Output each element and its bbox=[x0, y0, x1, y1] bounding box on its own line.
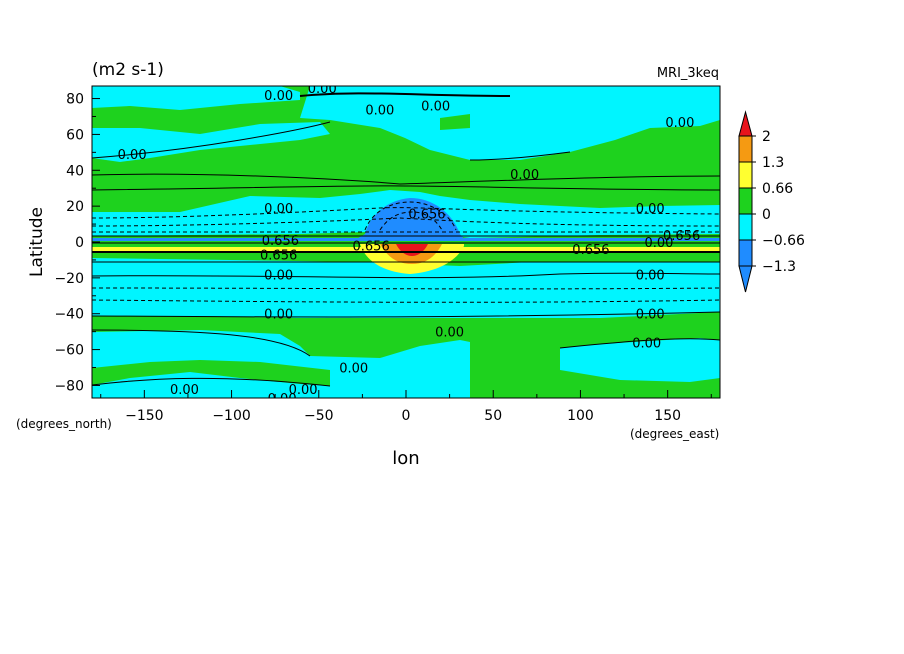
contour-label: 0.00 bbox=[365, 103, 394, 118]
y-tick-label: 40 bbox=[66, 163, 84, 179]
x-tick-label: −50 bbox=[304, 408, 334, 424]
contour-label: 0.00 bbox=[118, 148, 147, 163]
x-tick-label: 100 bbox=[567, 408, 594, 424]
units-label: (m2 s-1) bbox=[92, 60, 164, 80]
contour-label: 0.00 bbox=[264, 268, 293, 283]
colorbar-swatch bbox=[738, 213, 753, 241]
colorbar-level-label: 1.3 bbox=[762, 155, 784, 171]
contour-label: 0.00 bbox=[636, 202, 665, 217]
contour-label: 0.00 bbox=[644, 236, 673, 251]
contour-label: 0.656 bbox=[663, 229, 700, 244]
model-label: MRI_3keq bbox=[657, 66, 719, 81]
x-axis: −150 −100 −50 0 50 100 150 bbox=[100, 390, 712, 424]
colorbar-swatch bbox=[738, 239, 753, 267]
contour-field: 0.000.000.00 0.000.000.000.000.00 0.000.65… bbox=[92, 82, 720, 407]
y-tick-label: −40 bbox=[54, 307, 84, 323]
colorbar-level-label: 0.66 bbox=[762, 181, 793, 197]
colorbar-level-label: −0.66 bbox=[762, 233, 805, 249]
y-tick-label: 60 bbox=[66, 127, 84, 143]
dashed-contours bbox=[92, 201, 720, 303]
colorbar-bottom-arrow bbox=[738, 265, 753, 293]
y-axis-title: Latitude bbox=[27, 207, 47, 277]
contour-label: 0.00 bbox=[289, 383, 318, 398]
contour-label: 0.00 bbox=[435, 326, 464, 341]
x-tick-label: 50 bbox=[484, 408, 502, 424]
contour-label: 0.00 bbox=[665, 116, 694, 131]
y-tick-label: −20 bbox=[54, 271, 84, 287]
solid-contours bbox=[92, 92, 720, 387]
contour-label: 0.00 bbox=[510, 168, 539, 183]
contour-label: 0.00 bbox=[632, 336, 661, 351]
contour-label: 0.00 bbox=[421, 100, 450, 115]
contour-label: 0.00 bbox=[636, 308, 665, 323]
colorbar-swatch bbox=[738, 187, 753, 215]
colorbar-level-label: 0 bbox=[762, 207, 771, 223]
colorbar: 2 1.3 0.66 0 −0.66 −1.3 bbox=[738, 110, 805, 293]
y-tick-label: 20 bbox=[66, 199, 84, 215]
colorbar-level-label: 2 bbox=[762, 129, 771, 145]
y-tick-label: 0 bbox=[75, 235, 84, 251]
contour-labels: 0.000.000.00 0.000.000.000.000.00 0.000.65… bbox=[118, 82, 701, 407]
contour-label: 0.00 bbox=[170, 383, 199, 398]
contour-label: 0.656 bbox=[408, 207, 445, 222]
contour-label: 0.00 bbox=[268, 392, 297, 407]
contour-label: 0.656 bbox=[262, 234, 299, 249]
contour-label: 0.656 bbox=[260, 249, 297, 264]
y-tick-label: −80 bbox=[54, 378, 84, 394]
contour-label: 0.00 bbox=[264, 308, 293, 323]
colorbar-top-arrow bbox=[738, 110, 753, 137]
colorbar-swatch bbox=[738, 135, 753, 163]
negative-regions bbox=[92, 86, 720, 398]
x-units-label: (degrees_east) bbox=[630, 427, 719, 441]
x-tick-label: −100 bbox=[212, 408, 250, 424]
contour-label: 0.00 bbox=[264, 89, 293, 104]
x-tick-label: 150 bbox=[654, 408, 681, 424]
y-axis: −80 −60 −40 −20 0 20 40 60 80 bbox=[54, 92, 100, 394]
y-units-label: (degrees_north) bbox=[16, 417, 112, 431]
x-tick-label: −150 bbox=[125, 408, 163, 424]
y-tick-label: 80 bbox=[66, 92, 84, 108]
contour-label: 0.00 bbox=[264, 202, 293, 217]
colorbar-level-label: −1.3 bbox=[762, 259, 796, 275]
y-tick-label: −60 bbox=[54, 343, 84, 359]
colorbar-swatch bbox=[738, 161, 753, 189]
contour-label: 0.656 bbox=[353, 240, 390, 255]
contour-label: 0.00 bbox=[636, 268, 665, 283]
x-tick-label: 0 bbox=[402, 408, 411, 424]
contour-label: 0.00 bbox=[308, 82, 337, 97]
x-axis-title: lon bbox=[392, 448, 419, 469]
contour-label: 0.656 bbox=[572, 243, 609, 258]
contour-label: 0.00 bbox=[339, 362, 368, 377]
